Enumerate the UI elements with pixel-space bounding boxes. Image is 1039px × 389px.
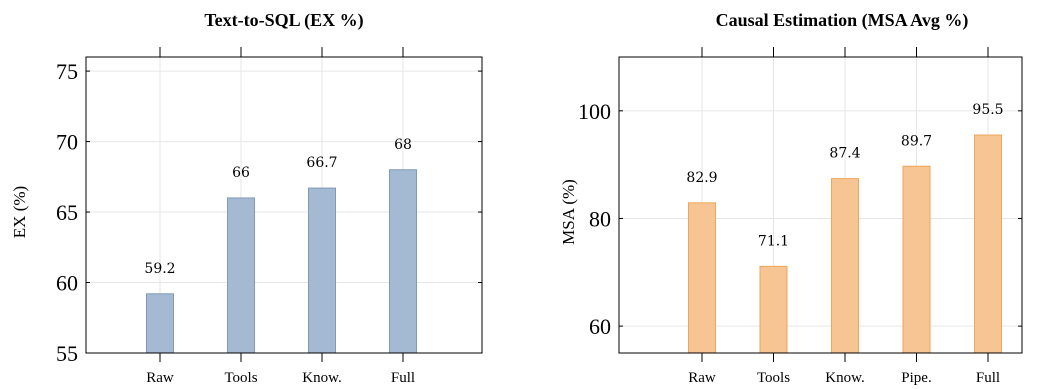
bar (759, 265, 788, 354)
plot-frame (618, 56, 1023, 354)
chart-title: Text-to-SQL (EX %) (204, 10, 363, 31)
y-tick-label: 55 (56, 341, 78, 366)
data-label: 66 (232, 165, 250, 181)
chart-causal-estimation: Causal Estimation (MSA Avg %) MSA (%) 60… (559, 10, 1023, 386)
bar (974, 134, 1002, 354)
data-label: 71.1 (758, 233, 789, 249)
bar (308, 187, 336, 354)
y-tick-label: 75 (56, 59, 78, 84)
x-tick-label: Full (976, 370, 1000, 386)
chart-text-to-sql: Text-to-SQL (EX %) EX (%) 55 60 65 70 75 59.2… (10, 10, 483, 386)
data-label: 87.4 (829, 146, 860, 162)
bar (389, 169, 417, 354)
bar (227, 197, 255, 354)
x-tick-label: Full (391, 370, 415, 386)
x-tick-label: Raw (688, 370, 716, 386)
y-tick-label: 60 (589, 314, 611, 339)
bar (688, 202, 716, 354)
x-tick-label: Tools (224, 370, 257, 386)
data-label: 59.2 (144, 261, 175, 277)
x-tick-label: Tools (757, 370, 790, 386)
data-label: 68 (394, 137, 412, 153)
data-label: 89.7 (901, 133, 932, 149)
y-tick-label: 60 (56, 271, 78, 296)
x-tick-label: Pipe. (901, 370, 931, 386)
bar (902, 165, 931, 354)
plot-frame (85, 56, 483, 354)
y-axis-label: MSA (%) (559, 179, 578, 245)
data-label: 82.9 (686, 170, 717, 186)
y-tick-label: 70 (56, 130, 78, 155)
y-tick-label: 100 (578, 99, 611, 124)
bar (831, 178, 859, 354)
x-tick-label: Raw (146, 370, 174, 386)
chart-title: Causal Estimation (MSA Avg %) (716, 10, 969, 31)
y-tick-label: 65 (56, 200, 78, 225)
data-label: 95.5 (972, 102, 1003, 118)
y-axis-label: EX (%) (10, 186, 29, 238)
y-tick-label: 80 (589, 206, 611, 231)
data-label: 66.7 (306, 155, 337, 171)
x-tick-label: Know. (825, 370, 864, 386)
bar (146, 293, 174, 354)
x-tick-label: Know. (302, 370, 341, 386)
